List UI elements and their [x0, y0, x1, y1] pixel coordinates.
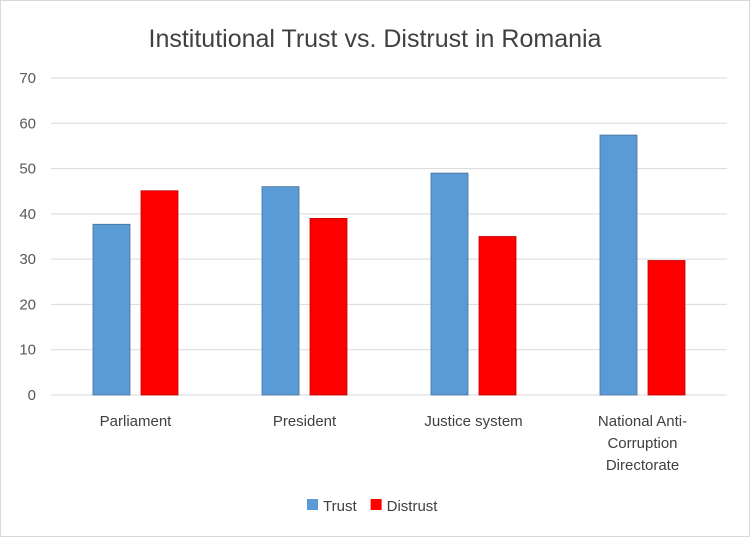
- y-tick-label: 30: [19, 251, 36, 268]
- legend: Trust Distrust: [307, 498, 438, 515]
- y-tick-label: 50: [19, 161, 36, 178]
- bar-distrust-2: [478, 236, 517, 396]
- y-axis-ticks: 0 10 20 30 40 50 60 70: [19, 70, 36, 404]
- bar-trust-1: [261, 186, 300, 396]
- x-category-label: Parliament: [100, 413, 173, 430]
- bar-trust-2: [430, 172, 469, 396]
- y-tick-label: 0: [28, 387, 36, 404]
- bar-trust-3: [599, 134, 638, 396]
- bar-distrust-3: [647, 260, 686, 396]
- legend-label-trust: Trust: [323, 498, 357, 515]
- x-category-label: Justice system: [424, 413, 522, 430]
- bar-distrust-1: [309, 217, 348, 396]
- legend-swatch-distrust: [370, 499, 382, 510]
- y-tick-label: 70: [19, 70, 36, 87]
- x-category-label: Directorate: [606, 457, 679, 474]
- chart-title: Institutional Trust vs. Distrust in Roma…: [149, 25, 602, 53]
- legend-swatch-trust: [307, 499, 318, 510]
- x-category-label: National Anti-: [598, 413, 687, 430]
- x-category-label: President: [273, 413, 337, 430]
- x-axis-categories: Parliament President Justice system Nationa…: [100, 413, 687, 474]
- y-tick-label: 40: [19, 206, 36, 223]
- bars: [92, 134, 686, 396]
- legend-label-distrust: Distrust: [387, 498, 439, 515]
- y-tick-label: 20: [19, 296, 36, 313]
- bar-trust-0: [92, 223, 131, 396]
- x-category-label: Corruption: [607, 435, 677, 452]
- bar-distrust-0: [140, 190, 179, 396]
- y-tick-label: 60: [19, 115, 36, 132]
- y-tick-label: 10: [19, 342, 36, 359]
